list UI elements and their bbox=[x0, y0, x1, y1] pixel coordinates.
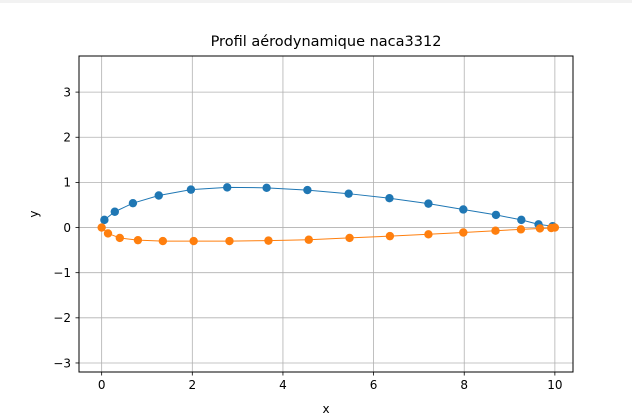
series-group bbox=[97, 183, 560, 246]
window-top-strip bbox=[0, 0, 632, 3]
series-0-point bbox=[110, 207, 120, 216]
series-0-point bbox=[344, 189, 353, 198]
series-1-point bbox=[189, 236, 198, 246]
series-0-point bbox=[424, 199, 433, 208]
series-1-point bbox=[345, 233, 354, 243]
series-0-point bbox=[303, 185, 312, 195]
series-1-point bbox=[264, 236, 273, 245]
x-tick-label: 10 bbox=[547, 378, 562, 392]
y-tick-label: 1 bbox=[63, 176, 71, 190]
y-tick-label: 0 bbox=[63, 221, 71, 235]
chart-title: Profil aérodynamique naca3312 bbox=[211, 34, 442, 50]
series-1-point bbox=[158, 236, 168, 246]
series-1-point bbox=[550, 223, 560, 232]
y-tick-label: 3 bbox=[63, 85, 71, 99]
series-0-point bbox=[186, 185, 196, 194]
series-1-point bbox=[115, 233, 124, 243]
series-0-point bbox=[223, 183, 232, 192]
x-tick-label: 4 bbox=[279, 378, 287, 392]
series-0-point bbox=[491, 210, 501, 220]
series-1-point bbox=[133, 235, 143, 245]
x-tick-label: 0 bbox=[98, 378, 106, 392]
x-axis-label: x bbox=[322, 402, 329, 416]
series-1-point bbox=[459, 228, 468, 237]
series-0-point bbox=[128, 198, 138, 208]
y-tick-label: −3 bbox=[53, 356, 71, 370]
series-1-point bbox=[97, 223, 106, 232]
series-1-point bbox=[225, 236, 234, 246]
y-tick-label: 2 bbox=[63, 131, 71, 145]
series-0-point bbox=[100, 215, 109, 225]
series-0-point bbox=[262, 183, 271, 193]
series-1-point bbox=[535, 224, 545, 233]
y-axis-label: y bbox=[27, 210, 41, 217]
series-1-point bbox=[516, 225, 526, 234]
plot-frame bbox=[78, 55, 574, 373]
series-0-point bbox=[385, 194, 394, 203]
series-1-point bbox=[491, 226, 500, 235]
y-tick-label: −2 bbox=[53, 311, 71, 325]
series-0-point bbox=[154, 191, 163, 200]
y-tick-label: −1 bbox=[53, 266, 71, 280]
series-1-point bbox=[304, 235, 313, 244]
series-1-point bbox=[424, 230, 433, 239]
series-0-point bbox=[517, 215, 526, 225]
ticks: 0 2 4 6 8 10 −3 −2 −1 0 1 2 3 bbox=[53, 85, 562, 392]
series-0-line bbox=[104, 186, 553, 227]
x-tick-label: 8 bbox=[460, 378, 468, 392]
grid bbox=[79, 56, 573, 372]
series-1-point bbox=[385, 231, 395, 241]
series-1-line bbox=[101, 227, 555, 242]
x-tick-label: 2 bbox=[188, 378, 196, 392]
series-1-point bbox=[103, 229, 113, 238]
x-tick-label: 6 bbox=[370, 378, 378, 392]
series-0-point bbox=[459, 205, 468, 214]
